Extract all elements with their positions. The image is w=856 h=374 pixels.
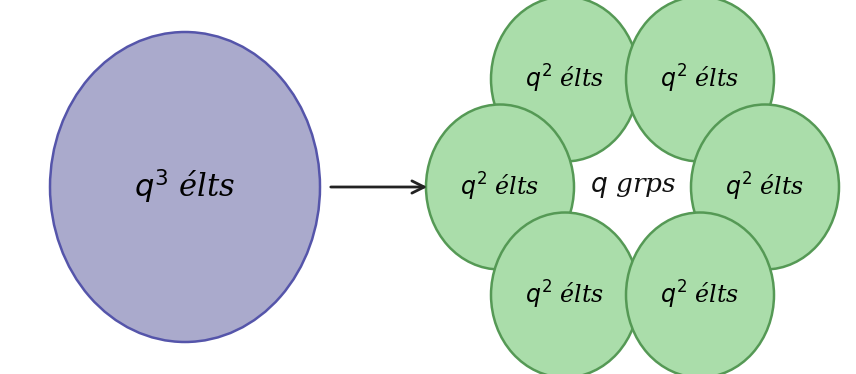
Ellipse shape — [626, 212, 774, 374]
Text: $q^2$ élts: $q^2$ élts — [660, 63, 740, 95]
Text: $q$ grps: $q$ grps — [590, 175, 676, 199]
Text: $q^3$ élts: $q^3$ élts — [134, 168, 235, 206]
Ellipse shape — [50, 32, 320, 342]
Ellipse shape — [626, 0, 774, 162]
Text: $q^2$ élts: $q^2$ élts — [725, 171, 805, 203]
Ellipse shape — [426, 104, 574, 270]
Text: $q^2$ élts: $q^2$ élts — [526, 279, 604, 311]
Text: $q^2$ élts: $q^2$ élts — [526, 63, 604, 95]
Text: $q^2$ élts: $q^2$ élts — [660, 279, 740, 311]
Text: $q^2$ élts: $q^2$ élts — [461, 171, 539, 203]
Ellipse shape — [691, 104, 839, 270]
Ellipse shape — [491, 212, 639, 374]
Ellipse shape — [491, 0, 639, 162]
